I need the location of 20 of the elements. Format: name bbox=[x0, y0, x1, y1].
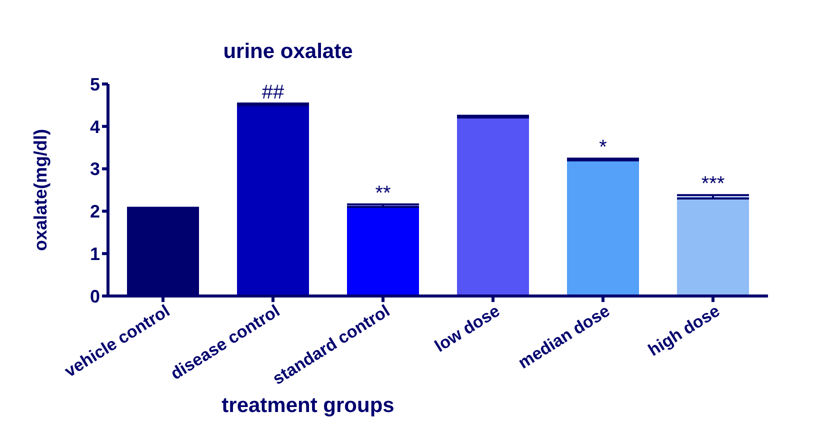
y-tick-label: 5 bbox=[90, 74, 100, 94]
y-tick-label: 2 bbox=[90, 202, 100, 222]
y-tick-label: 3 bbox=[90, 159, 100, 180]
annotation: ** bbox=[375, 182, 391, 204]
y-tick-label: 4 bbox=[90, 116, 100, 137]
annotation: * bbox=[599, 136, 608, 159]
bar bbox=[457, 116, 529, 296]
bar bbox=[347, 206, 419, 296]
x-tick-label: high dose bbox=[644, 301, 724, 360]
y-tick-label: 0 bbox=[90, 286, 100, 306]
y-tick-label: 1 bbox=[90, 244, 100, 264]
y-axis-title: oxalate(mg/dl) bbox=[30, 128, 50, 252]
chart-title: urine oxalate bbox=[222, 40, 354, 64]
x-axis-title: treatment groups bbox=[220, 394, 396, 418]
bar bbox=[677, 196, 749, 296]
bar bbox=[237, 104, 309, 296]
annotation: ## bbox=[262, 82, 285, 104]
bar bbox=[567, 159, 639, 296]
annotation: *** bbox=[701, 173, 725, 196]
x-tick-label: low dose bbox=[431, 301, 504, 356]
